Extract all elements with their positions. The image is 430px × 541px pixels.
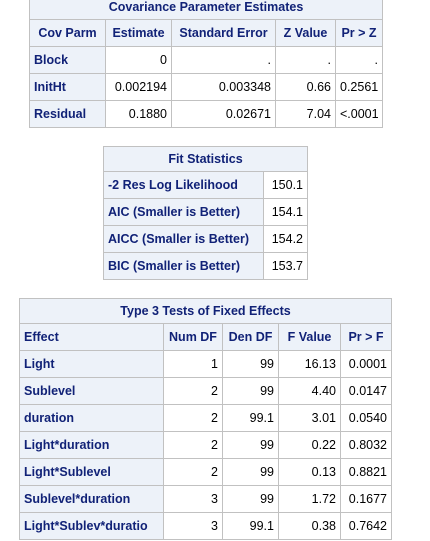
value-cell: 153.7 bbox=[263, 252, 308, 280]
standard-error-cell: 0.003348 bbox=[171, 73, 276, 101]
column-header-pr-f: Pr > F bbox=[340, 323, 392, 351]
f-value-cell: 4.40 bbox=[278, 377, 341, 405]
den-df-cell: 99.1 bbox=[222, 512, 279, 540]
p-value-cell: 0.7642 bbox=[340, 512, 392, 540]
column-header-effect: Effect bbox=[19, 323, 164, 351]
z-value-cell: . bbox=[275, 46, 336, 74]
table-row: Light*Sublev*duratio 3 99.1 0.38 0.7642 bbox=[19, 512, 392, 540]
p-value-cell: 0.8032 bbox=[340, 431, 392, 459]
f-value-cell: 3.01 bbox=[278, 404, 341, 432]
effect-label: Light*Sublev*duratio bbox=[19, 512, 164, 540]
table-row: Residual 0.1880 0.02671 7.04 <.0001 bbox=[29, 100, 383, 128]
f-value-cell: 0.38 bbox=[278, 512, 341, 540]
effect-label: Light*Sublevel bbox=[19, 458, 164, 486]
table-row: Sublevel 2 99 4.40 0.0147 bbox=[19, 377, 392, 405]
row-label: -2 Res Log Likelihood bbox=[103, 171, 264, 199]
den-df-cell: 99 bbox=[222, 377, 279, 405]
table-row: Light*Sublevel 2 99 0.13 0.8821 bbox=[19, 458, 392, 486]
effect-label: Light*duration bbox=[19, 431, 164, 459]
den-df-cell: 99 bbox=[222, 485, 279, 513]
num-df-cell: 1 bbox=[163, 350, 223, 378]
column-header-pr-z: Pr > Z bbox=[335, 19, 383, 47]
fit-statistics-title: Fit Statistics bbox=[103, 146, 308, 171]
effect-label: Sublevel bbox=[19, 377, 164, 405]
table-row: Sublevel*duration 3 99 1.72 0.1677 bbox=[19, 485, 392, 513]
den-df-cell: 99 bbox=[222, 431, 279, 459]
table-row: Block 0 . . . bbox=[29, 46, 383, 74]
table-row: Light 1 99 16.13 0.0001 bbox=[19, 350, 392, 378]
covariance-table-title: Covariance Parameter Estimates bbox=[29, 0, 383, 19]
row-label: Block bbox=[29, 46, 106, 74]
effect-label: Sublevel*duration bbox=[19, 485, 164, 513]
table-row: InitHt 0.002194 0.003348 0.66 0.2561 bbox=[29, 73, 383, 101]
f-value-cell: 0.13 bbox=[278, 458, 341, 486]
f-value-cell: 1.72 bbox=[278, 485, 341, 513]
row-label: Residual bbox=[29, 100, 106, 128]
type3-tests-table: Type 3 Tests of Fixed Effects Effect Num… bbox=[19, 298, 392, 540]
p-value-cell: 0.1677 bbox=[340, 485, 392, 513]
p-value-cell: 0.0001 bbox=[340, 350, 392, 378]
fit-statistics-table: Fit Statistics -2 Res Log Likelihood 150… bbox=[103, 146, 308, 280]
z-value-cell: 7.04 bbox=[275, 100, 336, 128]
p-value-cell: 0.0540 bbox=[340, 404, 392, 432]
column-header-standard-error: Standard Error bbox=[171, 19, 276, 47]
num-df-cell: 2 bbox=[163, 431, 223, 459]
column-header-f-value: F Value bbox=[278, 323, 341, 351]
column-header-den-df: Den DF bbox=[222, 323, 279, 351]
effect-label: duration bbox=[19, 404, 164, 432]
row-label: AIC (Smaller is Better) bbox=[103, 198, 264, 226]
estimate-cell: 0.1880 bbox=[105, 100, 172, 128]
estimate-cell: 0 bbox=[105, 46, 172, 74]
num-df-cell: 3 bbox=[163, 485, 223, 513]
row-label: InitHt bbox=[29, 73, 106, 101]
table-row: -2 Res Log Likelihood 150.1 bbox=[103, 171, 308, 199]
covariance-parameter-table: Covariance Parameter Estimates Cov Parm … bbox=[29, 0, 383, 128]
p-value-cell: 0.2561 bbox=[335, 73, 383, 101]
num-df-cell: 2 bbox=[163, 458, 223, 486]
column-header-num-df: Num DF bbox=[163, 323, 223, 351]
value-cell: 150.1 bbox=[263, 171, 308, 199]
estimate-cell: 0.002194 bbox=[105, 73, 172, 101]
p-value-cell: <.0001 bbox=[335, 100, 383, 128]
row-label: BIC (Smaller is Better) bbox=[103, 252, 264, 280]
table-row: Light*duration 2 99 0.22 0.8032 bbox=[19, 431, 392, 459]
table-row: AICC (Smaller is Better) 154.2 bbox=[103, 225, 308, 253]
column-header-estimate: Estimate bbox=[105, 19, 172, 47]
row-label: AICC (Smaller is Better) bbox=[103, 225, 264, 253]
effect-label: Light bbox=[19, 350, 164, 378]
f-value-cell: 0.22 bbox=[278, 431, 341, 459]
den-df-cell: 99 bbox=[222, 458, 279, 486]
den-df-cell: 99 bbox=[222, 350, 279, 378]
num-df-cell: 3 bbox=[163, 512, 223, 540]
value-cell: 154.1 bbox=[263, 198, 308, 226]
num-df-cell: 2 bbox=[163, 404, 223, 432]
p-value-cell: . bbox=[335, 46, 383, 74]
standard-error-cell: 0.02671 bbox=[171, 100, 276, 128]
table-row: BIC (Smaller is Better) 153.7 bbox=[103, 252, 308, 280]
table-header-row: Effect Num DF Den DF F Value Pr > F bbox=[19, 323, 392, 351]
table-header-row: Cov Parm Estimate Standard Error Z Value… bbox=[29, 19, 383, 47]
den-df-cell: 99.1 bbox=[222, 404, 279, 432]
value-cell: 154.2 bbox=[263, 225, 308, 253]
z-value-cell: 0.66 bbox=[275, 73, 336, 101]
p-value-cell: 0.8821 bbox=[340, 458, 392, 486]
column-header-cov-parm: Cov Parm bbox=[29, 19, 106, 47]
table-row: AIC (Smaller is Better) 154.1 bbox=[103, 198, 308, 226]
p-value-cell: 0.0147 bbox=[340, 377, 392, 405]
num-df-cell: 2 bbox=[163, 377, 223, 405]
type3-table-title: Type 3 Tests of Fixed Effects bbox=[19, 298, 392, 323]
f-value-cell: 16.13 bbox=[278, 350, 341, 378]
standard-error-cell: . bbox=[171, 46, 276, 74]
column-header-z-value: Z Value bbox=[275, 19, 336, 47]
table-row: duration 2 99.1 3.01 0.0540 bbox=[19, 404, 392, 432]
